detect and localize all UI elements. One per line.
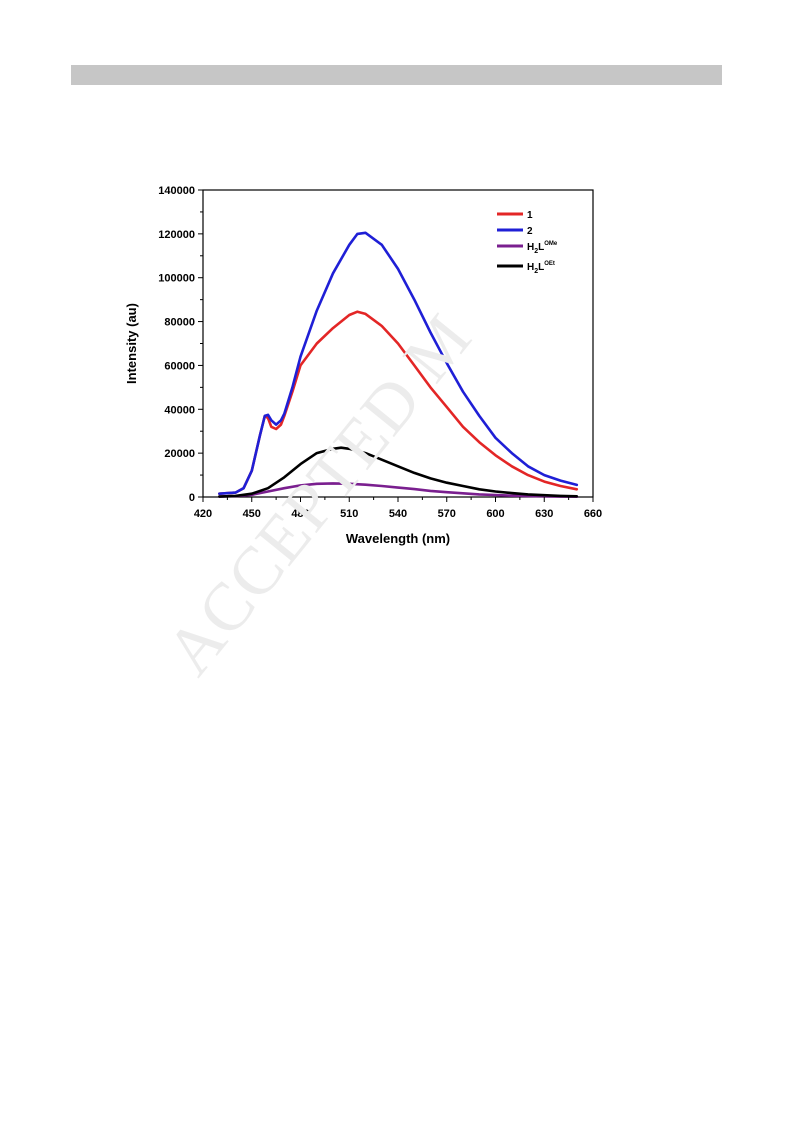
series-line-3: [218, 446, 579, 498]
x-axis-title: Wavelength (nm): [346, 531, 450, 546]
legend-label-sup: OEt: [544, 261, 555, 267]
axes-group: 420 450 480 510 540 570 600 630 660 0 20000 40000 60…: [158, 185, 602, 520]
legend-label-1: 2: [527, 226, 533, 237]
y-tick-label: 0: [189, 492, 195, 504]
series-group: [218, 231, 579, 499]
legend-label-main: 1: [527, 210, 533, 221]
series-line-1: [218, 231, 579, 496]
header-bar: [71, 65, 722, 85]
y-tick-label: 100000: [158, 273, 195, 285]
x-tick-label: 630: [535, 508, 553, 520]
legend-label-0: 1: [527, 210, 533, 221]
x-tick-label: 510: [340, 508, 358, 520]
legend-label-sub: 2: [534, 268, 538, 275]
legend-label-sub: 2: [534, 248, 538, 255]
y-tick-label: 120000: [158, 229, 195, 241]
legend-label-main: 2: [527, 226, 533, 237]
legend-label-main2: L: [538, 262, 544, 273]
x-tick-label: 420: [194, 508, 212, 520]
x-tick-label: 450: [243, 508, 261, 520]
legend-label-main2: L: [538, 242, 544, 253]
y-tick-label: 140000: [158, 185, 195, 197]
x-tick-label: 480: [291, 508, 309, 520]
legend-label-2: H2LOMe: [527, 241, 558, 255]
x-tick-label: 660: [584, 508, 602, 520]
series-line-2: [218, 482, 579, 499]
legend-label-main: H: [527, 262, 534, 273]
x-tick-label: 600: [486, 508, 504, 520]
legend-label-sup: OMe: [544, 241, 558, 247]
y-tick-label: 80000: [164, 317, 195, 329]
x-tick-label: 540: [389, 508, 407, 520]
y-axis-title: Intensity (au): [124, 303, 139, 384]
legend-label-3: H2LOEt: [527, 261, 555, 275]
x-tick-label: 570: [438, 508, 456, 520]
legend-label-main: H: [527, 242, 534, 253]
y-tick-label: 60000: [164, 360, 195, 372]
y-tick-label: 20000: [164, 448, 195, 460]
y-tick-label: 40000: [164, 404, 195, 416]
